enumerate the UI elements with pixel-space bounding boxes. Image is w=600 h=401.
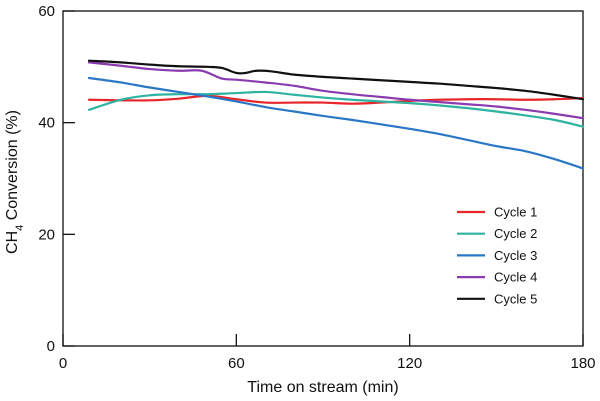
x-tick-label: 120	[397, 355, 422, 372]
y-tick-label: 0	[47, 338, 55, 355]
legend-item: Cycle 2	[457, 226, 537, 241]
legend-item: Cycle 3	[457, 248, 537, 263]
x-tick-label: 60	[228, 355, 245, 372]
y-tick-label: 60	[38, 3, 55, 20]
y-axis-title-prefix: CH	[4, 231, 21, 254]
legend: Cycle 1 Cycle 2 Cycle 3 Cycle 4 Cycle 5	[457, 205, 537, 306]
series-line-cycle-2	[87, 90, 585, 128]
series-line-cycle-3	[87, 76, 585, 170]
data-series	[87, 59, 585, 170]
series-line-cycle-5	[87, 59, 585, 101]
legend-item: Cycle 5	[457, 291, 537, 306]
series-line-cycle-1	[87, 94, 585, 105]
x-tick-label: 0	[59, 355, 67, 372]
legend-label: Cycle 2	[494, 226, 537, 241]
x-tick-label: 180	[570, 355, 595, 372]
y-tick-label: 20	[38, 226, 55, 243]
x-axis-title: Time on stream (min)	[247, 379, 398, 396]
y-axis-title: CH4 Conversion (%)	[4, 110, 26, 254]
series-line-cycle-4	[87, 61, 585, 120]
legend-item: Cycle 4	[457, 270, 537, 285]
legend-label: Cycle 5	[494, 291, 537, 306]
y-axis-title-suffix: Conversion (%)	[4, 110, 21, 225]
axes: 0 60 120 180 0 20 40 60	[38, 3, 595, 372]
plot-frame	[62, 10, 584, 347]
legend-label: Cycle 3	[494, 248, 537, 263]
y-tick-label: 40	[38, 115, 55, 132]
legend-label: Cycle 4	[494, 270, 537, 285]
legend-label: Cycle 1	[494, 205, 537, 220]
y-axis-title-subscript: 4	[14, 225, 26, 231]
legend-item: Cycle 1	[457, 205, 537, 220]
